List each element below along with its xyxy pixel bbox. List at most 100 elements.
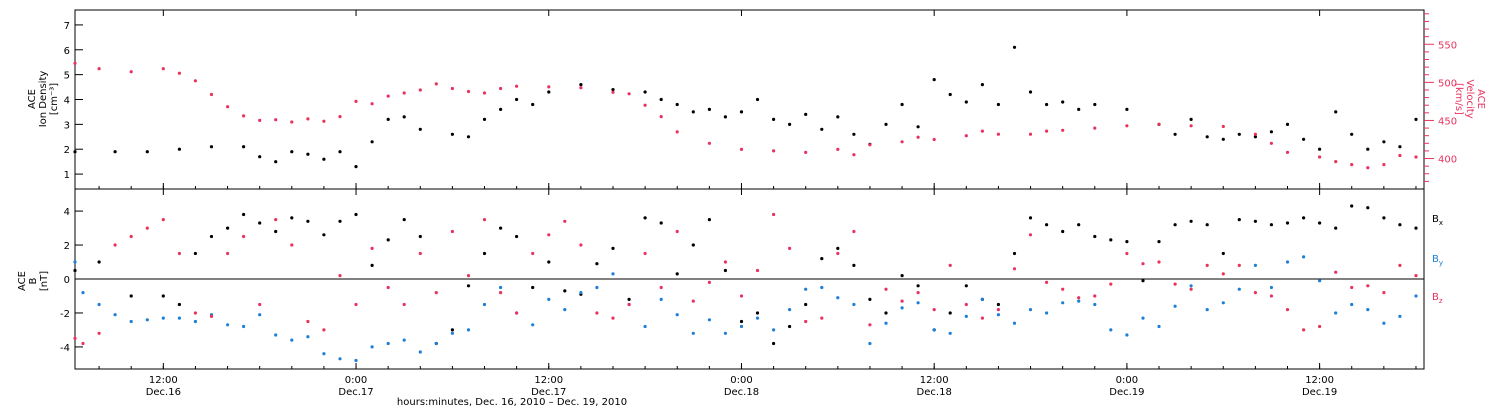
bz-point bbox=[1350, 285, 1354, 290]
by-point bbox=[1205, 308, 1209, 312]
bz-point bbox=[595, 311, 599, 315]
bz-point bbox=[306, 319, 310, 324]
bx-point bbox=[611, 246, 615, 250]
bz-point bbox=[177, 251, 181, 256]
velocity-tick-label: 450 bbox=[1438, 116, 1457, 127]
velocity-point bbox=[852, 153, 856, 157]
bz-point bbox=[675, 229, 679, 234]
bz-point bbox=[948, 263, 952, 267]
bz-point bbox=[1221, 272, 1225, 276]
by-point bbox=[1028, 308, 1033, 312]
density-point bbox=[1125, 107, 1129, 111]
by-point bbox=[1045, 311, 1049, 315]
bx-point bbox=[884, 311, 888, 315]
velocity-axis-label-line1: ACE bbox=[1475, 89, 1486, 109]
density-tick-label: 7 bbox=[64, 21, 70, 32]
field-axis-label-line1: ACE bbox=[17, 271, 28, 291]
density-axis-label-line3: [cm⁻³] bbox=[49, 83, 60, 115]
by-point bbox=[932, 328, 936, 332]
by-point bbox=[482, 302, 487, 307]
by-point bbox=[386, 341, 390, 346]
time-tick-label: 12:00 bbox=[1305, 375, 1334, 386]
bz-point bbox=[579, 243, 583, 247]
bz-point bbox=[932, 308, 936, 312]
bx-point bbox=[643, 216, 647, 220]
bz-point bbox=[499, 291, 503, 295]
bz-point bbox=[1253, 291, 1257, 295]
density-tick-label: 6 bbox=[64, 46, 70, 57]
velocity-point bbox=[611, 90, 615, 94]
bz-point bbox=[145, 226, 149, 230]
time-tick-label: 0:00 bbox=[730, 375, 752, 386]
bx-point bbox=[177, 302, 181, 307]
by-point bbox=[1366, 308, 1370, 312]
velocity-point bbox=[804, 150, 808, 154]
bz-point bbox=[226, 251, 230, 256]
velocity-point bbox=[643, 103, 647, 107]
density-point bbox=[242, 145, 246, 149]
by-point bbox=[579, 291, 583, 295]
bx-point bbox=[1350, 204, 1354, 208]
velocity-tick-label: 400 bbox=[1438, 155, 1457, 166]
by-point bbox=[1382, 321, 1386, 325]
density-point bbox=[145, 150, 149, 154]
bz-point bbox=[1157, 260, 1161, 264]
bz-point bbox=[1141, 262, 1145, 266]
by-point bbox=[274, 333, 278, 337]
time-tick-label: 12:00 bbox=[534, 375, 563, 386]
bx-point bbox=[97, 260, 101, 264]
bx-point bbox=[161, 294, 165, 298]
by-point bbox=[788, 308, 792, 312]
velocity-point bbox=[450, 86, 454, 91]
density-tick-label: 4 bbox=[64, 96, 70, 107]
density-axis-label-line2: Ion Density bbox=[38, 71, 49, 128]
velocity-point bbox=[659, 115, 663, 119]
bx-point bbox=[306, 219, 310, 223]
bz-point bbox=[1109, 282, 1113, 286]
bx-point bbox=[996, 302, 1001, 307]
density-tick-label: 5 bbox=[64, 71, 70, 82]
by-point bbox=[1398, 314, 1402, 318]
velocity-point bbox=[868, 143, 872, 147]
bx-point bbox=[418, 234, 422, 239]
bz-point bbox=[242, 234, 246, 239]
field-tick-label: 4 bbox=[64, 207, 70, 218]
by-point bbox=[338, 357, 342, 361]
density-point bbox=[788, 122, 792, 126]
bx-point bbox=[354, 212, 358, 217]
velocity-point bbox=[1189, 124, 1193, 128]
by-point bbox=[258, 313, 262, 317]
velocity-point bbox=[836, 147, 840, 151]
velocity-point bbox=[579, 86, 583, 90]
by-point bbox=[1157, 324, 1161, 329]
bz-point bbox=[1093, 294, 1097, 298]
density-point bbox=[1045, 102, 1049, 107]
bz-point bbox=[129, 234, 133, 239]
density-point bbox=[290, 150, 294, 154]
density-point bbox=[1061, 100, 1065, 104]
bz-point bbox=[1285, 308, 1290, 312]
density-point bbox=[643, 90, 647, 94]
bx-point bbox=[1398, 223, 1402, 227]
bz-point bbox=[788, 246, 792, 250]
bz-point bbox=[402, 302, 406, 307]
bx-point bbox=[386, 238, 390, 242]
by-point bbox=[499, 285, 503, 290]
velocity-axis-label-line3: [km/s] bbox=[1453, 83, 1464, 115]
velocity-point bbox=[1366, 166, 1370, 170]
bz-point bbox=[884, 287, 888, 291]
velocity-point bbox=[707, 141, 712, 145]
bx-point bbox=[852, 263, 856, 267]
bz-point bbox=[563, 219, 567, 223]
bx-point bbox=[691, 243, 695, 247]
velocity-point bbox=[547, 85, 551, 89]
bz-point bbox=[354, 302, 358, 307]
density-point bbox=[820, 127, 824, 131]
velocity-point bbox=[97, 67, 101, 71]
bz-point bbox=[1028, 233, 1033, 237]
bx-point bbox=[563, 289, 567, 293]
by-point bbox=[193, 319, 197, 324]
density-point bbox=[1318, 147, 1322, 151]
bx-point bbox=[1173, 223, 1177, 227]
bz-point bbox=[161, 218, 165, 222]
